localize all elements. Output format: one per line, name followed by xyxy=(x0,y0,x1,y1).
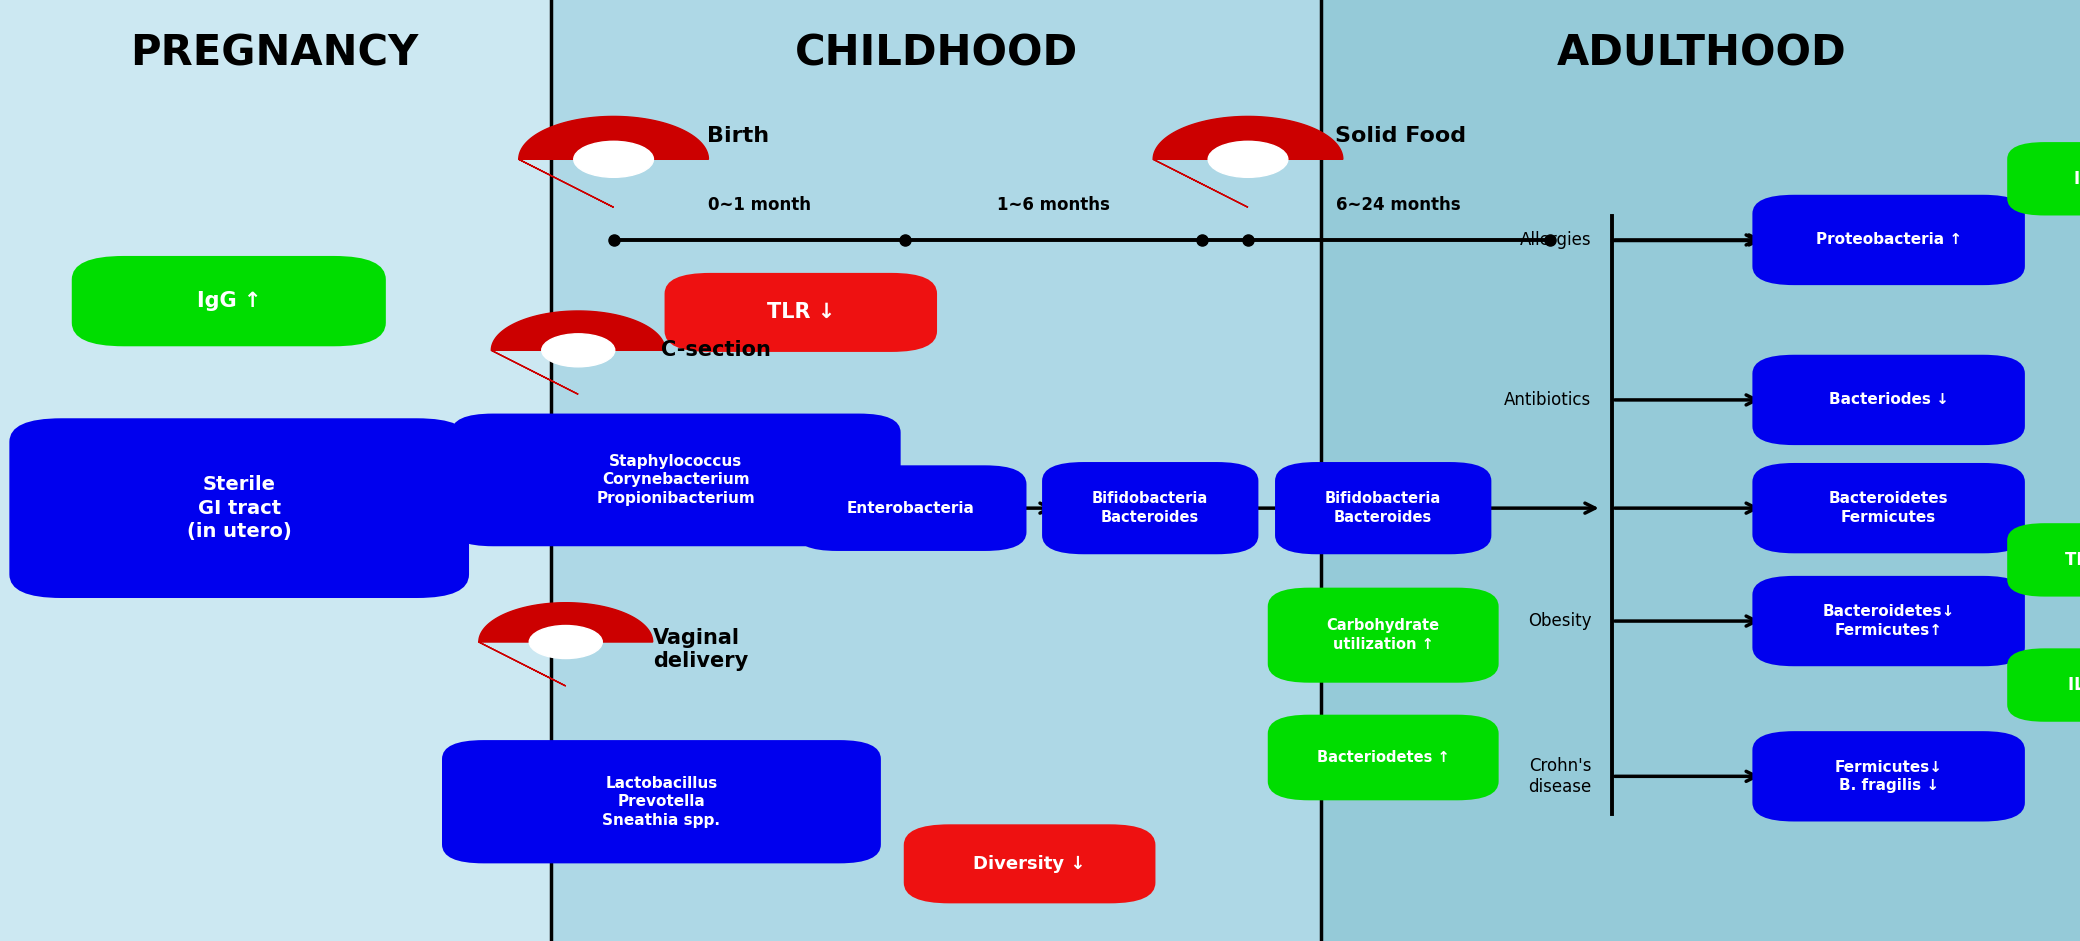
Text: C-section: C-section xyxy=(661,340,772,360)
Text: Antibiotics: Antibiotics xyxy=(1504,391,1591,409)
FancyBboxPatch shape xyxy=(451,414,901,546)
FancyBboxPatch shape xyxy=(1269,587,1500,683)
Text: TLR ↓: TLR ↓ xyxy=(768,302,834,323)
Text: IL-4 ↑: IL-4 ↑ xyxy=(2074,169,2080,188)
FancyBboxPatch shape xyxy=(71,256,387,346)
Circle shape xyxy=(1208,141,1288,177)
Text: Crohn's
disease: Crohn's disease xyxy=(1529,757,1591,796)
Bar xyxy=(551,0,1321,941)
FancyBboxPatch shape xyxy=(2007,142,2080,215)
FancyBboxPatch shape xyxy=(1753,355,2026,445)
FancyBboxPatch shape xyxy=(10,418,470,598)
Polygon shape xyxy=(491,311,666,394)
FancyBboxPatch shape xyxy=(1753,731,2026,821)
Polygon shape xyxy=(1152,117,1344,207)
Text: Vaginal
delivery: Vaginal delivery xyxy=(653,628,749,671)
Text: Diversity ↓: Diversity ↓ xyxy=(973,854,1086,873)
Text: Bacteroidetes
Fermicutes: Bacteroidetes Fermicutes xyxy=(1828,491,1949,525)
Text: IL-1B ↑: IL-1B ↑ xyxy=(2068,676,2080,694)
Text: Bacteriodes ↓: Bacteriodes ↓ xyxy=(1828,392,1949,407)
Text: 0~1 month: 0~1 month xyxy=(707,196,811,214)
FancyBboxPatch shape xyxy=(1042,462,1258,554)
FancyBboxPatch shape xyxy=(795,465,1028,551)
Text: Bacteroidetes↓
Fermicutes↑: Bacteroidetes↓ Fermicutes↑ xyxy=(1822,604,1955,638)
FancyBboxPatch shape xyxy=(1269,715,1500,800)
Text: PREGNANCY: PREGNANCY xyxy=(131,33,418,75)
Text: Obesity: Obesity xyxy=(1527,612,1591,630)
FancyBboxPatch shape xyxy=(666,273,938,352)
FancyBboxPatch shape xyxy=(1275,462,1491,554)
FancyBboxPatch shape xyxy=(2007,523,2080,597)
Text: Sterile
GI tract
(in utero): Sterile GI tract (in utero) xyxy=(187,475,291,541)
Text: CHILDHOOD: CHILDHOOD xyxy=(795,33,1077,75)
FancyBboxPatch shape xyxy=(903,824,1156,903)
FancyBboxPatch shape xyxy=(443,740,882,864)
Text: 1~6 months: 1~6 months xyxy=(996,196,1111,214)
Circle shape xyxy=(541,334,616,367)
Polygon shape xyxy=(478,602,653,686)
Text: IgG ↑: IgG ↑ xyxy=(198,291,260,311)
FancyBboxPatch shape xyxy=(1753,576,2026,666)
Bar xyxy=(0,0,551,941)
Text: Bacteriodetes ↑: Bacteriodetes ↑ xyxy=(1317,750,1450,765)
Text: Carbohydrate
utilization ↑: Carbohydrate utilization ↑ xyxy=(1327,618,1439,652)
Text: Solid Food: Solid Food xyxy=(1335,126,1466,147)
FancyBboxPatch shape xyxy=(1753,463,2026,553)
Text: 6~24 months: 6~24 months xyxy=(1337,196,1460,214)
Text: Bifidobacteria
Bacteroides: Bifidobacteria Bacteroides xyxy=(1092,491,1208,525)
Circle shape xyxy=(574,141,653,177)
Text: Fermicutes↓
B. fragilis ↓: Fermicutes↓ B. fragilis ↓ xyxy=(1835,759,1943,793)
Text: Allergies: Allergies xyxy=(1520,231,1591,249)
Bar xyxy=(1321,0,2080,941)
Text: ADULTHOOD: ADULTHOOD xyxy=(1556,33,1847,75)
Circle shape xyxy=(528,626,603,659)
Text: Lactobacillus
Prevotella
Sneathia spp.: Lactobacillus Prevotella Sneathia spp. xyxy=(603,775,720,828)
FancyBboxPatch shape xyxy=(2007,648,2080,722)
Text: Staphylococcus
Corynebacterium
Propionibacterium: Staphylococcus Corynebacterium Propionib… xyxy=(597,454,755,506)
Text: Enterobacteria: Enterobacteria xyxy=(847,501,976,516)
Text: Proteobacteria ↑: Proteobacteria ↑ xyxy=(1816,232,1961,247)
Text: Bifidobacteria
Bacteroides: Bifidobacteria Bacteroides xyxy=(1325,491,1441,525)
Text: TNF-a ↑: TNF-a ↑ xyxy=(2065,550,2080,569)
Text: Birth: Birth xyxy=(707,126,770,147)
FancyBboxPatch shape xyxy=(1753,195,2026,285)
Polygon shape xyxy=(518,117,709,207)
